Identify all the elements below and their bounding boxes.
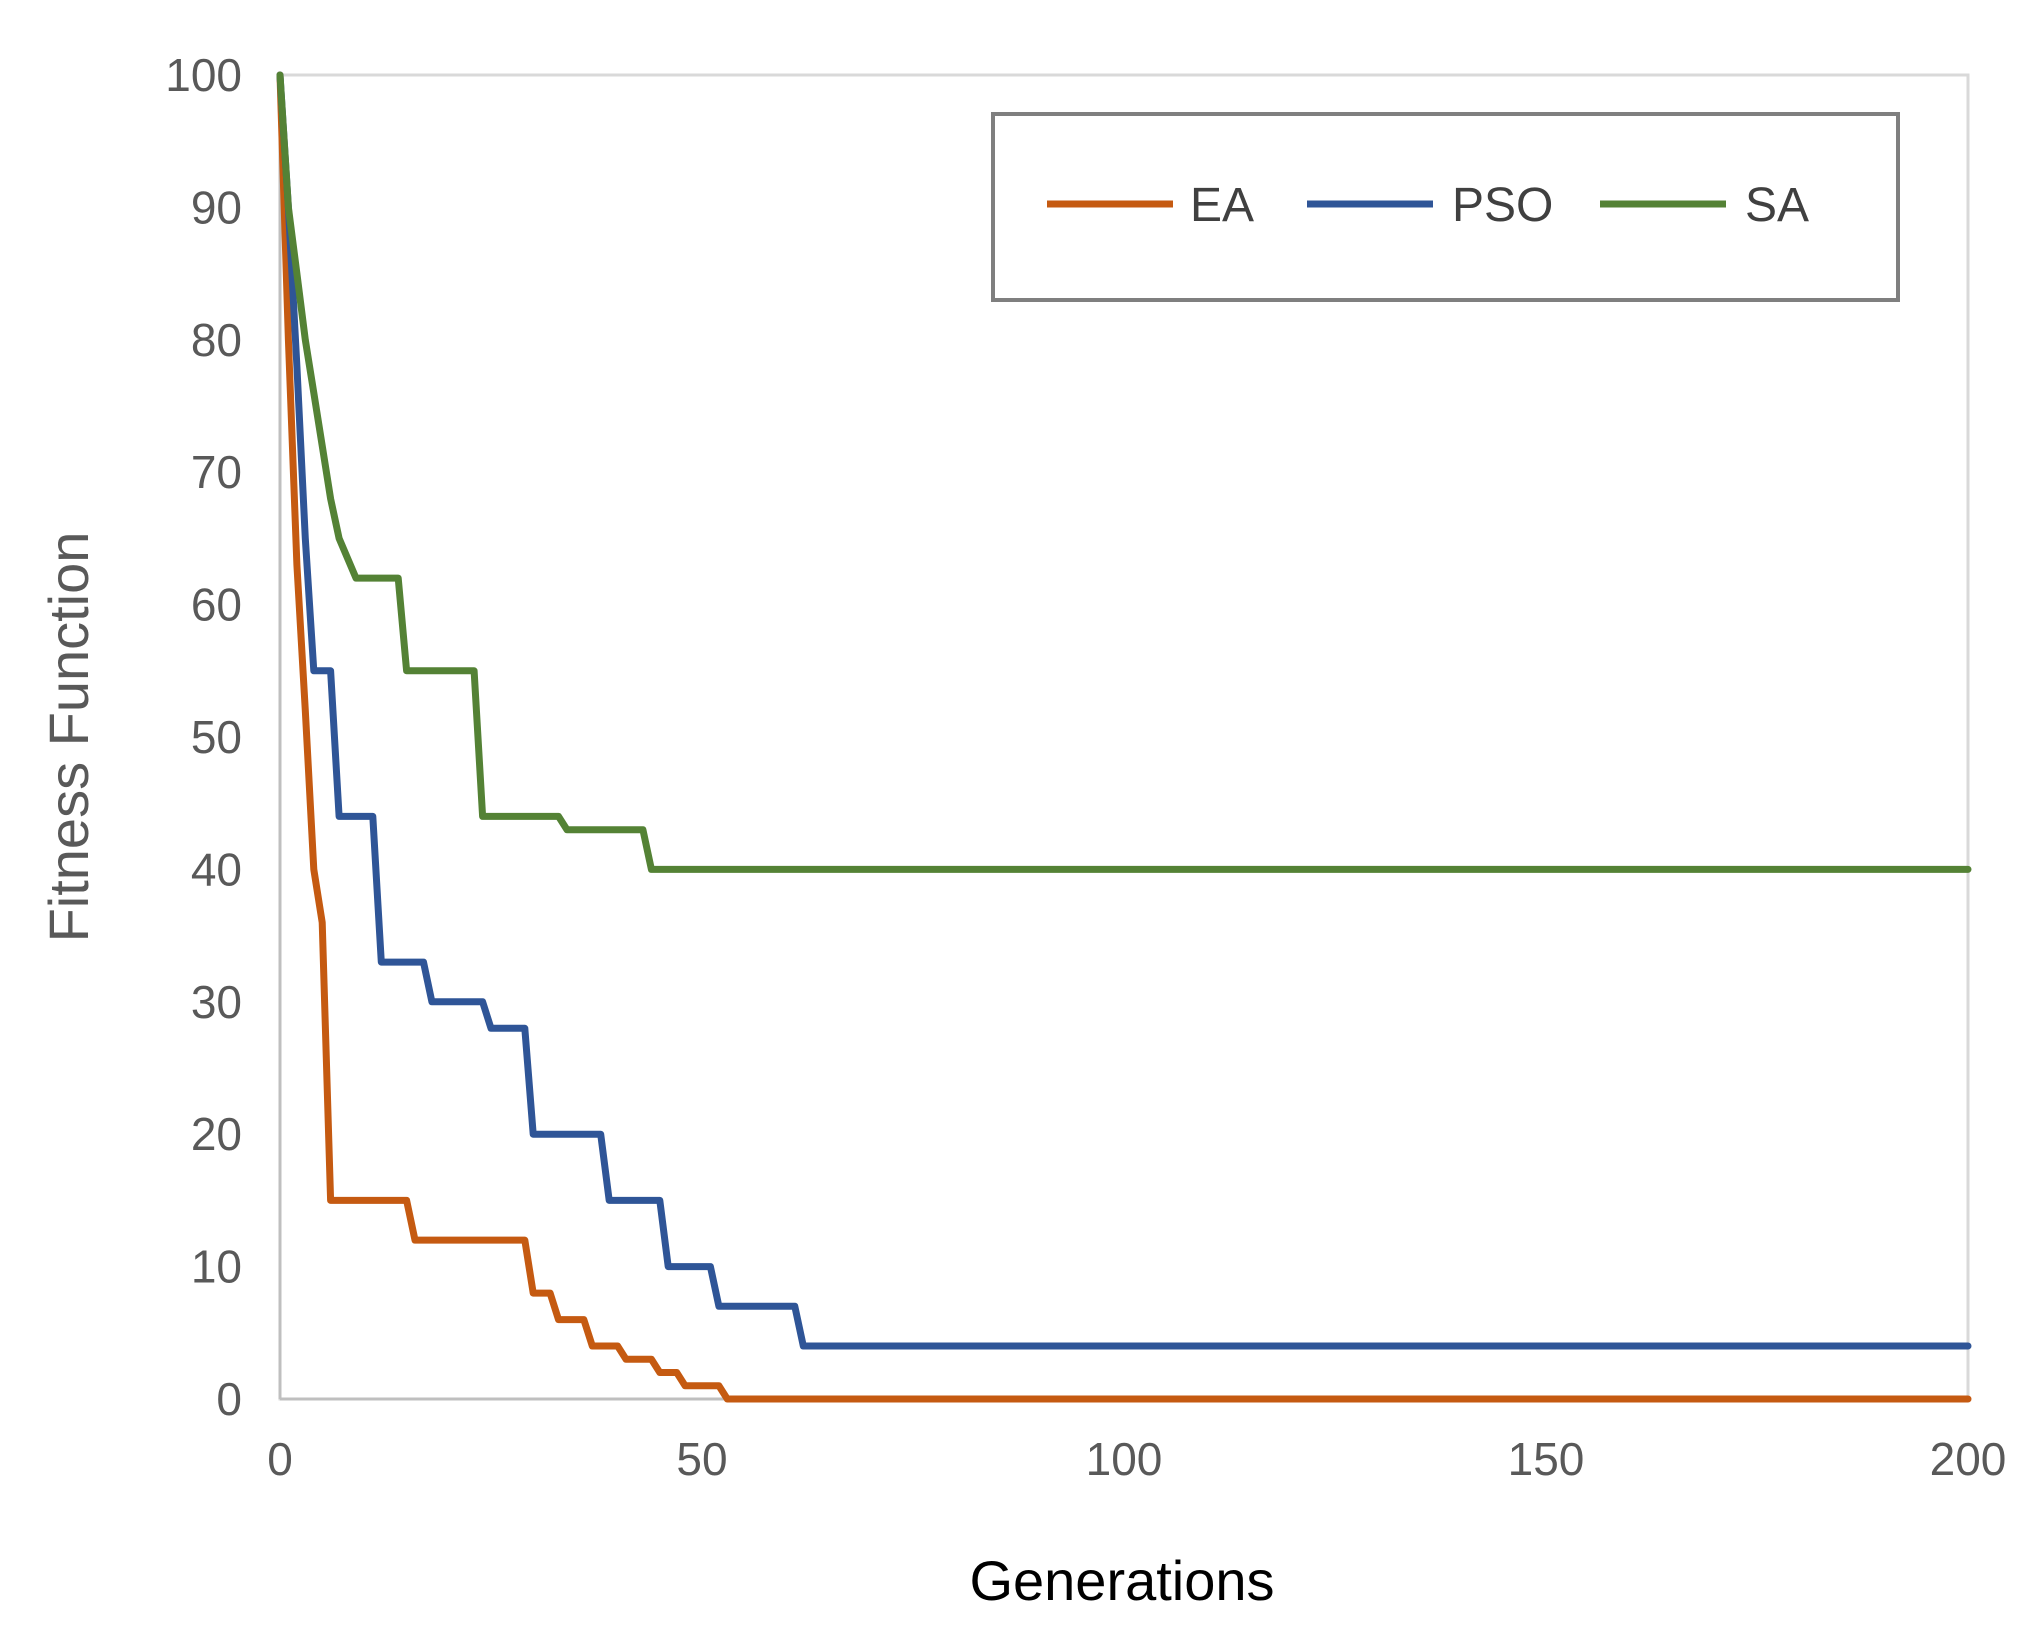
y-tick-label: 30 [191, 976, 242, 1028]
x-tick-label: 0 [267, 1433, 293, 1485]
legend-pso-label: PSO [1452, 179, 1553, 232]
y-tick-label: 60 [191, 579, 242, 631]
x-tick-label: 100 [1086, 1433, 1163, 1485]
y-tick-label: 20 [191, 1108, 242, 1160]
x-tick-label: 200 [1930, 1433, 2007, 1485]
series-line-sa [276, 71, 1972, 873]
y-tick-label: 40 [191, 843, 242, 895]
x-tick-labels: 0 50 100 150 200 [267, 1433, 2006, 1485]
x-tick-label: 150 [1508, 1433, 1585, 1485]
series-line-ea [276, 71, 1972, 1403]
y-tick-label: 100 [165, 49, 242, 101]
y-tick-label: 10 [191, 1241, 242, 1293]
y-tick-label: 50 [191, 711, 242, 763]
x-axis-title: Generations [969, 1549, 1274, 1612]
x-tick-label: 50 [676, 1433, 727, 1485]
legend: EA PSO SA [991, 112, 1900, 302]
legend-ea-label: EA [1190, 179, 1254, 232]
series-lines [276, 71, 1972, 1403]
legend-sa-label: SA [1745, 179, 1809, 232]
y-tick-labels: 0 10 20 30 40 50 60 70 80 90 100 [165, 49, 242, 1425]
y-tick-label: 90 [191, 181, 242, 233]
y-axis-title: Fitness Function [37, 532, 100, 943]
y-tick-label: 80 [191, 314, 242, 366]
y-tick-label: 70 [191, 446, 242, 498]
series-line-pso [276, 71, 1972, 1350]
y-tick-label: 0 [216, 1373, 242, 1425]
